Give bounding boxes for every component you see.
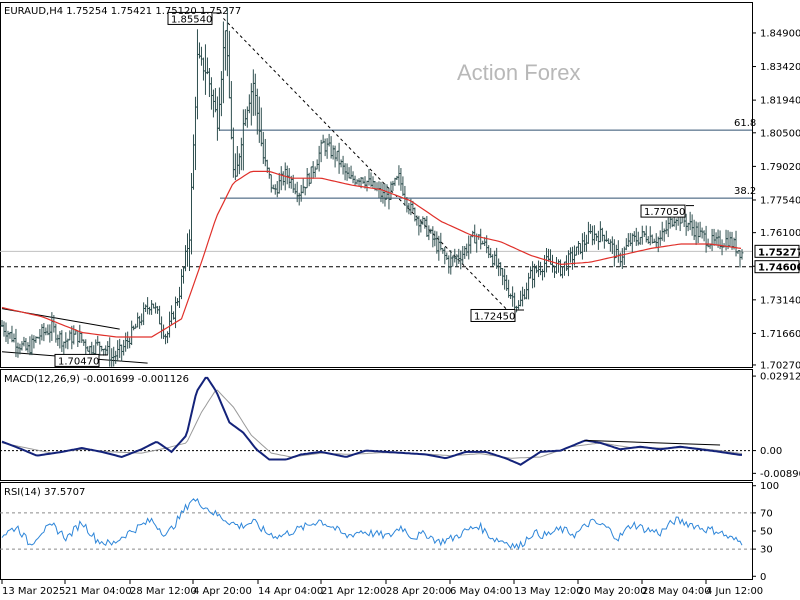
x-tick-label: 4 Apr 20:00 (193, 586, 252, 597)
price-layer: 1.84900 1.83420 1.81940 1.80500 1.79020 1.775… (0, 7, 800, 371)
price-annotation-label: 1.70470 (58, 356, 99, 367)
x-tick-label: 13 Mar 2025 (2, 586, 65, 597)
macd-layer: 0.029123 0.00 -0.008901 (0, 372, 800, 480)
price-annotation-label: 1.77050 (644, 207, 685, 218)
x-tick-label: 28 May 04:00 (642, 586, 711, 597)
price-y-tick-label: 1.84900 (760, 28, 800, 39)
support-level-tag-label: 1.74600 (758, 263, 800, 274)
macd-y-tick-label: 0.00 (760, 446, 782, 457)
rsi-y-tick-label: 50 (760, 527, 773, 538)
x-tick-label: 14 Apr 04:00 (258, 586, 323, 597)
macd-signal-line (1, 389, 742, 459)
x-tick-label: 4 Jun 12:00 (706, 586, 763, 597)
price-annotation-label: 1.72450 (474, 311, 515, 322)
price-y-tick-label: 1.79020 (760, 162, 800, 173)
price-annotation-box (54, 353, 100, 367)
rsi-y-tick-label: 70 (760, 508, 773, 519)
price-y-tick-label: 1.73140 (760, 295, 800, 306)
price-annotation: 1.77050 (640, 204, 694, 218)
x-tick-label: 28 Mar 12:00 (130, 586, 197, 597)
current-price-tag-label: 1.75277 (758, 247, 800, 258)
watermark-text: Action Forex (457, 60, 581, 85)
rsi-line (1, 497, 743, 551)
rsi-y-tick-label: 100 (760, 481, 779, 492)
price-annotation: 1.72450 (470, 308, 524, 322)
price-annotation: 1.70470 (54, 353, 108, 367)
x-tick-label: 21 Apr 12:00 (321, 586, 386, 597)
fib-level-label: 38.2 (734, 186, 756, 197)
price-y-tick-label: 1.83420 (760, 62, 800, 73)
x-tick-label: 21 Mar 04:00 (65, 586, 132, 597)
price-annotation: 1.85540 (167, 11, 222, 25)
current-price-tag: 1.75277 (754, 244, 800, 258)
support-level-tag-box (754, 260, 800, 274)
current-price-tag-box (754, 244, 800, 258)
x-tick-label: 20 May 20:00 (578, 586, 647, 597)
rsi-y-tick-label: 30 (760, 545, 773, 556)
macd-y-tick-label: 0.029123 (760, 372, 800, 383)
price-annotation-box (470, 308, 516, 322)
price-y-tick-label: 1.70270 (760, 360, 800, 371)
rsi-title: RSI(14) 37.5707 (4, 487, 85, 498)
macd-line (1, 376, 742, 466)
rsi-layer: 100 70 50 30 0 (0, 481, 779, 583)
price-y-tick-label: 1.80500 (760, 128, 800, 139)
macd-divergence-line (584, 439, 721, 446)
price-annotation-box (167, 11, 213, 25)
moving-average-line (1, 170, 742, 338)
macd-panel-frame (0, 369, 753, 481)
macd-title: MACD(12,26,9) -0.001699 -0.001126 (4, 374, 189, 385)
x-tick-label: 28 Apr 20:00 (386, 586, 451, 597)
support-level-tag: 1.74600 (754, 260, 800, 274)
fib-level-label: 61.8 (734, 118, 756, 129)
price-y-tick-label: 1.76100 (760, 228, 800, 239)
x-tick-label: 13 May 12:00 (514, 586, 583, 597)
price-y-tick-label: 1.81940 (760, 96, 800, 107)
price-annotation-label: 1.85540 (171, 14, 212, 25)
rsi-y-tick-label: 0 (760, 572, 766, 583)
price-bar (740, 249, 744, 260)
chart-title: EURAUD,H4 1.75254 1.75421 1.75120 1.7527… (4, 6, 241, 17)
macd-y-tick-label: -0.008901 (760, 469, 800, 480)
price-annotation-box (640, 204, 686, 218)
price-y-tick-label: 1.71660 (760, 329, 800, 340)
x-tick-label: 6 May 04:00 (450, 586, 512, 597)
price-y-tick-label: 1.77540 (760, 195, 800, 206)
